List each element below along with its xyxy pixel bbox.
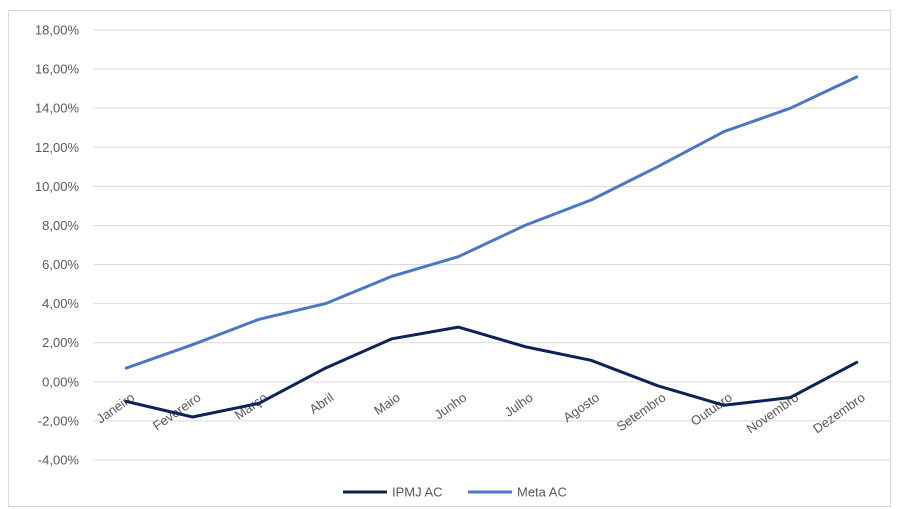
legend: IPMJ AC Meta AC <box>343 485 567 500</box>
y-tick-label: 6,00% <box>42 257 79 272</box>
gridlines <box>93 29 890 461</box>
y-tick-label: 14,00% <box>35 101 80 116</box>
legend-label: Meta AC <box>517 485 567 500</box>
x-tick-label: Agosto <box>560 390 602 426</box>
y-tick-label: -2,00% <box>38 413 80 428</box>
y-tick-label: 2,00% <box>42 335 79 350</box>
series-line-meta-ac <box>124 75 859 370</box>
series-lines <box>124 75 859 419</box>
y-tick-label: 4,00% <box>42 296 79 311</box>
y-tick-label: 18,00% <box>35 23 80 38</box>
y-tick-label: 0,00% <box>42 374 79 389</box>
series-line-ipmj-ac <box>124 325 859 419</box>
x-tick-label: Abril <box>306 390 336 417</box>
x-tick-label: Julho <box>502 390 536 420</box>
legend-label: IPMJ AC <box>392 485 443 500</box>
x-tick-label: Junho <box>432 390 470 423</box>
x-tick-label: Maio <box>371 390 403 418</box>
y-tick-label: -4,00% <box>38 453 80 468</box>
y-tick-label: 12,00% <box>35 140 80 155</box>
x-tick-label: Fevereiro <box>150 390 204 434</box>
y-tick-label: 10,00% <box>35 179 80 194</box>
y-tick-label: 16,00% <box>35 62 80 77</box>
x-tick-label: Dezembro <box>810 390 868 437</box>
x-tick-label: Setembro <box>614 390 669 435</box>
y-tick-label: 8,00% <box>42 218 79 233</box>
y-axis-ticks: -4,00% -2,00% 0,00% 2,00% 4,00% 6,00% 8,00% 10,… <box>35 23 80 468</box>
